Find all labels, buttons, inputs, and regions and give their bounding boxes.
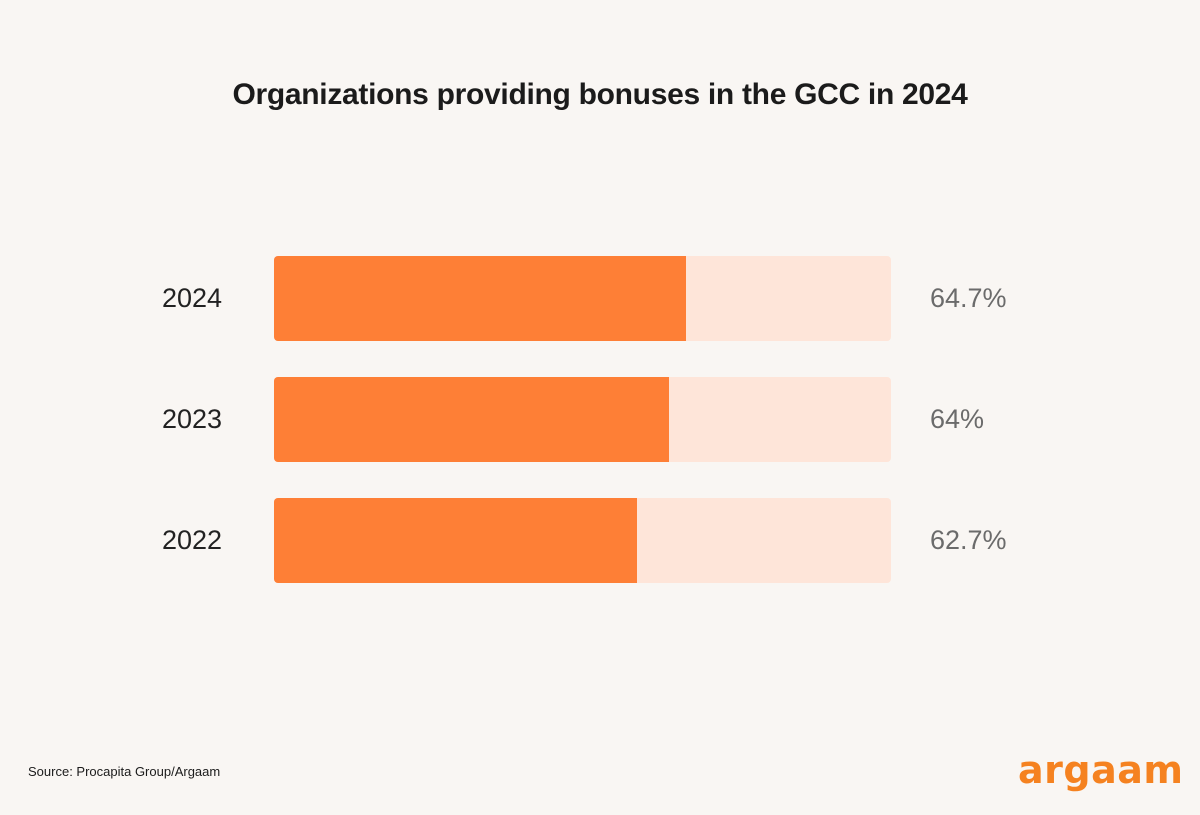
chart-title: Organizations providing bonuses in the G…	[232, 78, 968, 111]
argaam-logo: argaam	[1018, 748, 1184, 792]
bar-row-2022: 2022 62.7%	[0, 498, 1200, 583]
bar-fill-2022	[274, 498, 637, 583]
bar-row-2023: 2023 64%	[0, 377, 1200, 462]
bar-row-2024: 2024 64.7%	[0, 256, 1200, 341]
category-label: 2023	[162, 404, 223, 434]
bar-track	[274, 256, 891, 341]
bar-track	[274, 377, 891, 462]
source-note: Source: Procapita Group/Argaam	[28, 764, 221, 779]
category-label: 2024	[162, 283, 223, 313]
bar-fill-2023	[274, 377, 669, 462]
bar-fill-2024	[274, 256, 687, 341]
value-label: 64.7%	[930, 283, 1007, 313]
category-label: 2022	[162, 525, 223, 555]
value-label: 64%	[930, 404, 985, 434]
value-label: 62.7%	[930, 525, 1007, 555]
bar-track	[274, 498, 891, 583]
